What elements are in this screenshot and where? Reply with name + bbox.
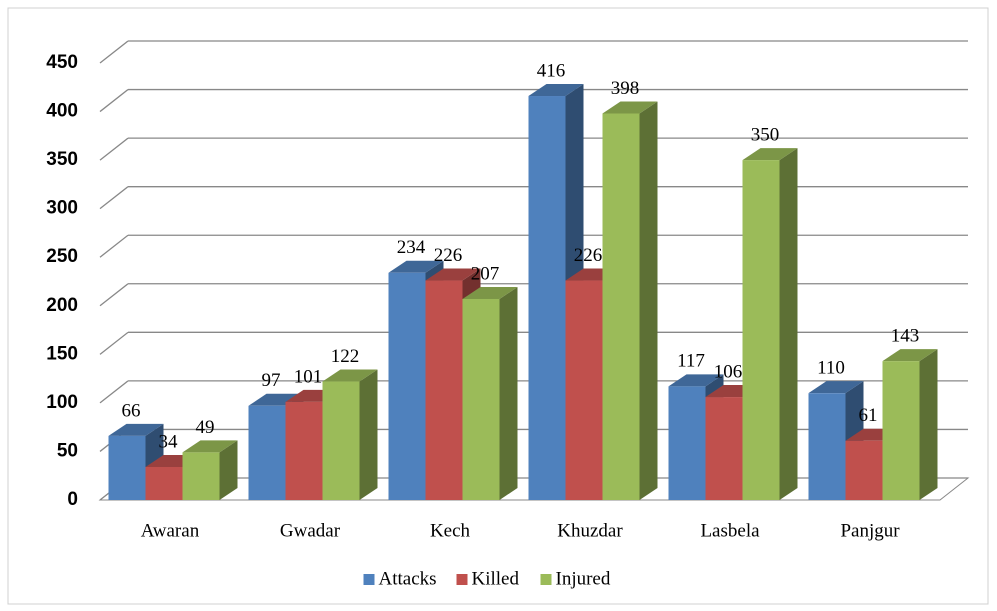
data-label: 34 — [159, 431, 179, 452]
bar-side — [499, 286, 518, 500]
bar-top — [668, 374, 724, 387]
data-label: 110 — [817, 358, 845, 379]
y-tick-label: 450 — [46, 52, 78, 73]
bar — [668, 386, 706, 500]
bar-side — [219, 440, 238, 500]
grid-line-side — [99, 283, 129, 307]
bar-group — [882, 349, 938, 500]
bar-top — [808, 381, 864, 394]
bar — [845, 440, 883, 500]
data-label: 143 — [891, 325, 920, 346]
y-tick-label: 350 — [46, 149, 78, 170]
bar-top — [882, 349, 938, 362]
data-label: 97 — [262, 370, 281, 391]
x-tick-label: Kech — [430, 520, 471, 541]
bar — [322, 381, 360, 500]
y-tick-label: 50 — [57, 440, 78, 461]
data-label: 226 — [434, 245, 463, 266]
data-label: 61 — [859, 405, 878, 426]
data-label: 416 — [537, 60, 566, 81]
y-tick-label: 400 — [46, 101, 78, 122]
legend-label: Killed — [472, 568, 520, 589]
y-tick-label: 150 — [46, 343, 78, 364]
x-tick-label: Khuzdar — [557, 520, 623, 541]
bar — [705, 397, 743, 500]
bar — [602, 113, 640, 501]
y-tick-label: 250 — [46, 246, 78, 267]
bar-group — [462, 286, 518, 500]
bar — [388, 272, 426, 500]
bar-top — [322, 369, 378, 382]
bar — [425, 280, 463, 500]
bar — [145, 466, 183, 500]
bar-top — [388, 260, 444, 273]
data-label: 101 — [294, 366, 323, 387]
grid-line-side — [99, 137, 129, 161]
data-label: 117 — [677, 351, 705, 372]
bar — [565, 280, 603, 500]
y-tick-label: 200 — [46, 295, 78, 316]
data-label: 226 — [574, 245, 603, 266]
bar — [182, 452, 220, 500]
grid-line-side — [99, 89, 129, 113]
grid-line-side — [99, 40, 129, 64]
bar-group — [742, 148, 798, 500]
grid-line-side — [99, 331, 129, 355]
bar-side — [779, 148, 798, 500]
bar — [528, 96, 566, 501]
x-tick-label: Lasbela — [700, 520, 760, 541]
bar — [882, 361, 920, 500]
bar-top — [528, 84, 584, 97]
legend-swatch — [456, 574, 468, 585]
bar-top — [425, 268, 481, 281]
bar-group — [322, 369, 378, 500]
y-tick-label: 300 — [46, 198, 78, 219]
grid-line-side — [99, 234, 129, 258]
bar-group — [182, 440, 238, 500]
bar — [462, 298, 500, 500]
data-label: 207 — [471, 263, 500, 284]
data-label: 106 — [714, 361, 743, 382]
bar-side — [359, 369, 378, 500]
bar-top — [602, 101, 658, 114]
y-tick-label: 0 — [67, 489, 78, 510]
legend-swatch — [540, 574, 552, 585]
bar-side — [919, 349, 938, 500]
bar-top — [182, 440, 238, 453]
bar-top — [462, 286, 518, 299]
bar — [808, 393, 846, 500]
data-label: 234 — [397, 237, 426, 258]
grid-line-side — [99, 380, 129, 404]
bar-group — [602, 101, 658, 501]
data-label: 350 — [751, 124, 780, 145]
bar-top — [108, 423, 164, 436]
y-tick-label: 100 — [46, 392, 78, 413]
bar — [285, 401, 323, 500]
bar-top — [742, 148, 798, 161]
bar — [248, 405, 286, 500]
bar — [742, 160, 780, 500]
grid-line-side — [99, 186, 129, 210]
legend-label: Attacks — [379, 568, 437, 589]
bar — [108, 435, 146, 500]
legend-swatch — [363, 574, 375, 585]
bar-side — [639, 101, 658, 501]
data-label: 49 — [196, 417, 215, 438]
data-label: 398 — [611, 78, 640, 99]
x-tick-label: Gwadar — [280, 520, 341, 541]
x-tick-label: Awaran — [141, 520, 200, 541]
data-label: 122 — [331, 346, 360, 367]
data-label: 66 — [122, 400, 141, 421]
x-tick-label: Panjgur — [840, 520, 900, 541]
legend-label: Injured — [556, 568, 611, 589]
